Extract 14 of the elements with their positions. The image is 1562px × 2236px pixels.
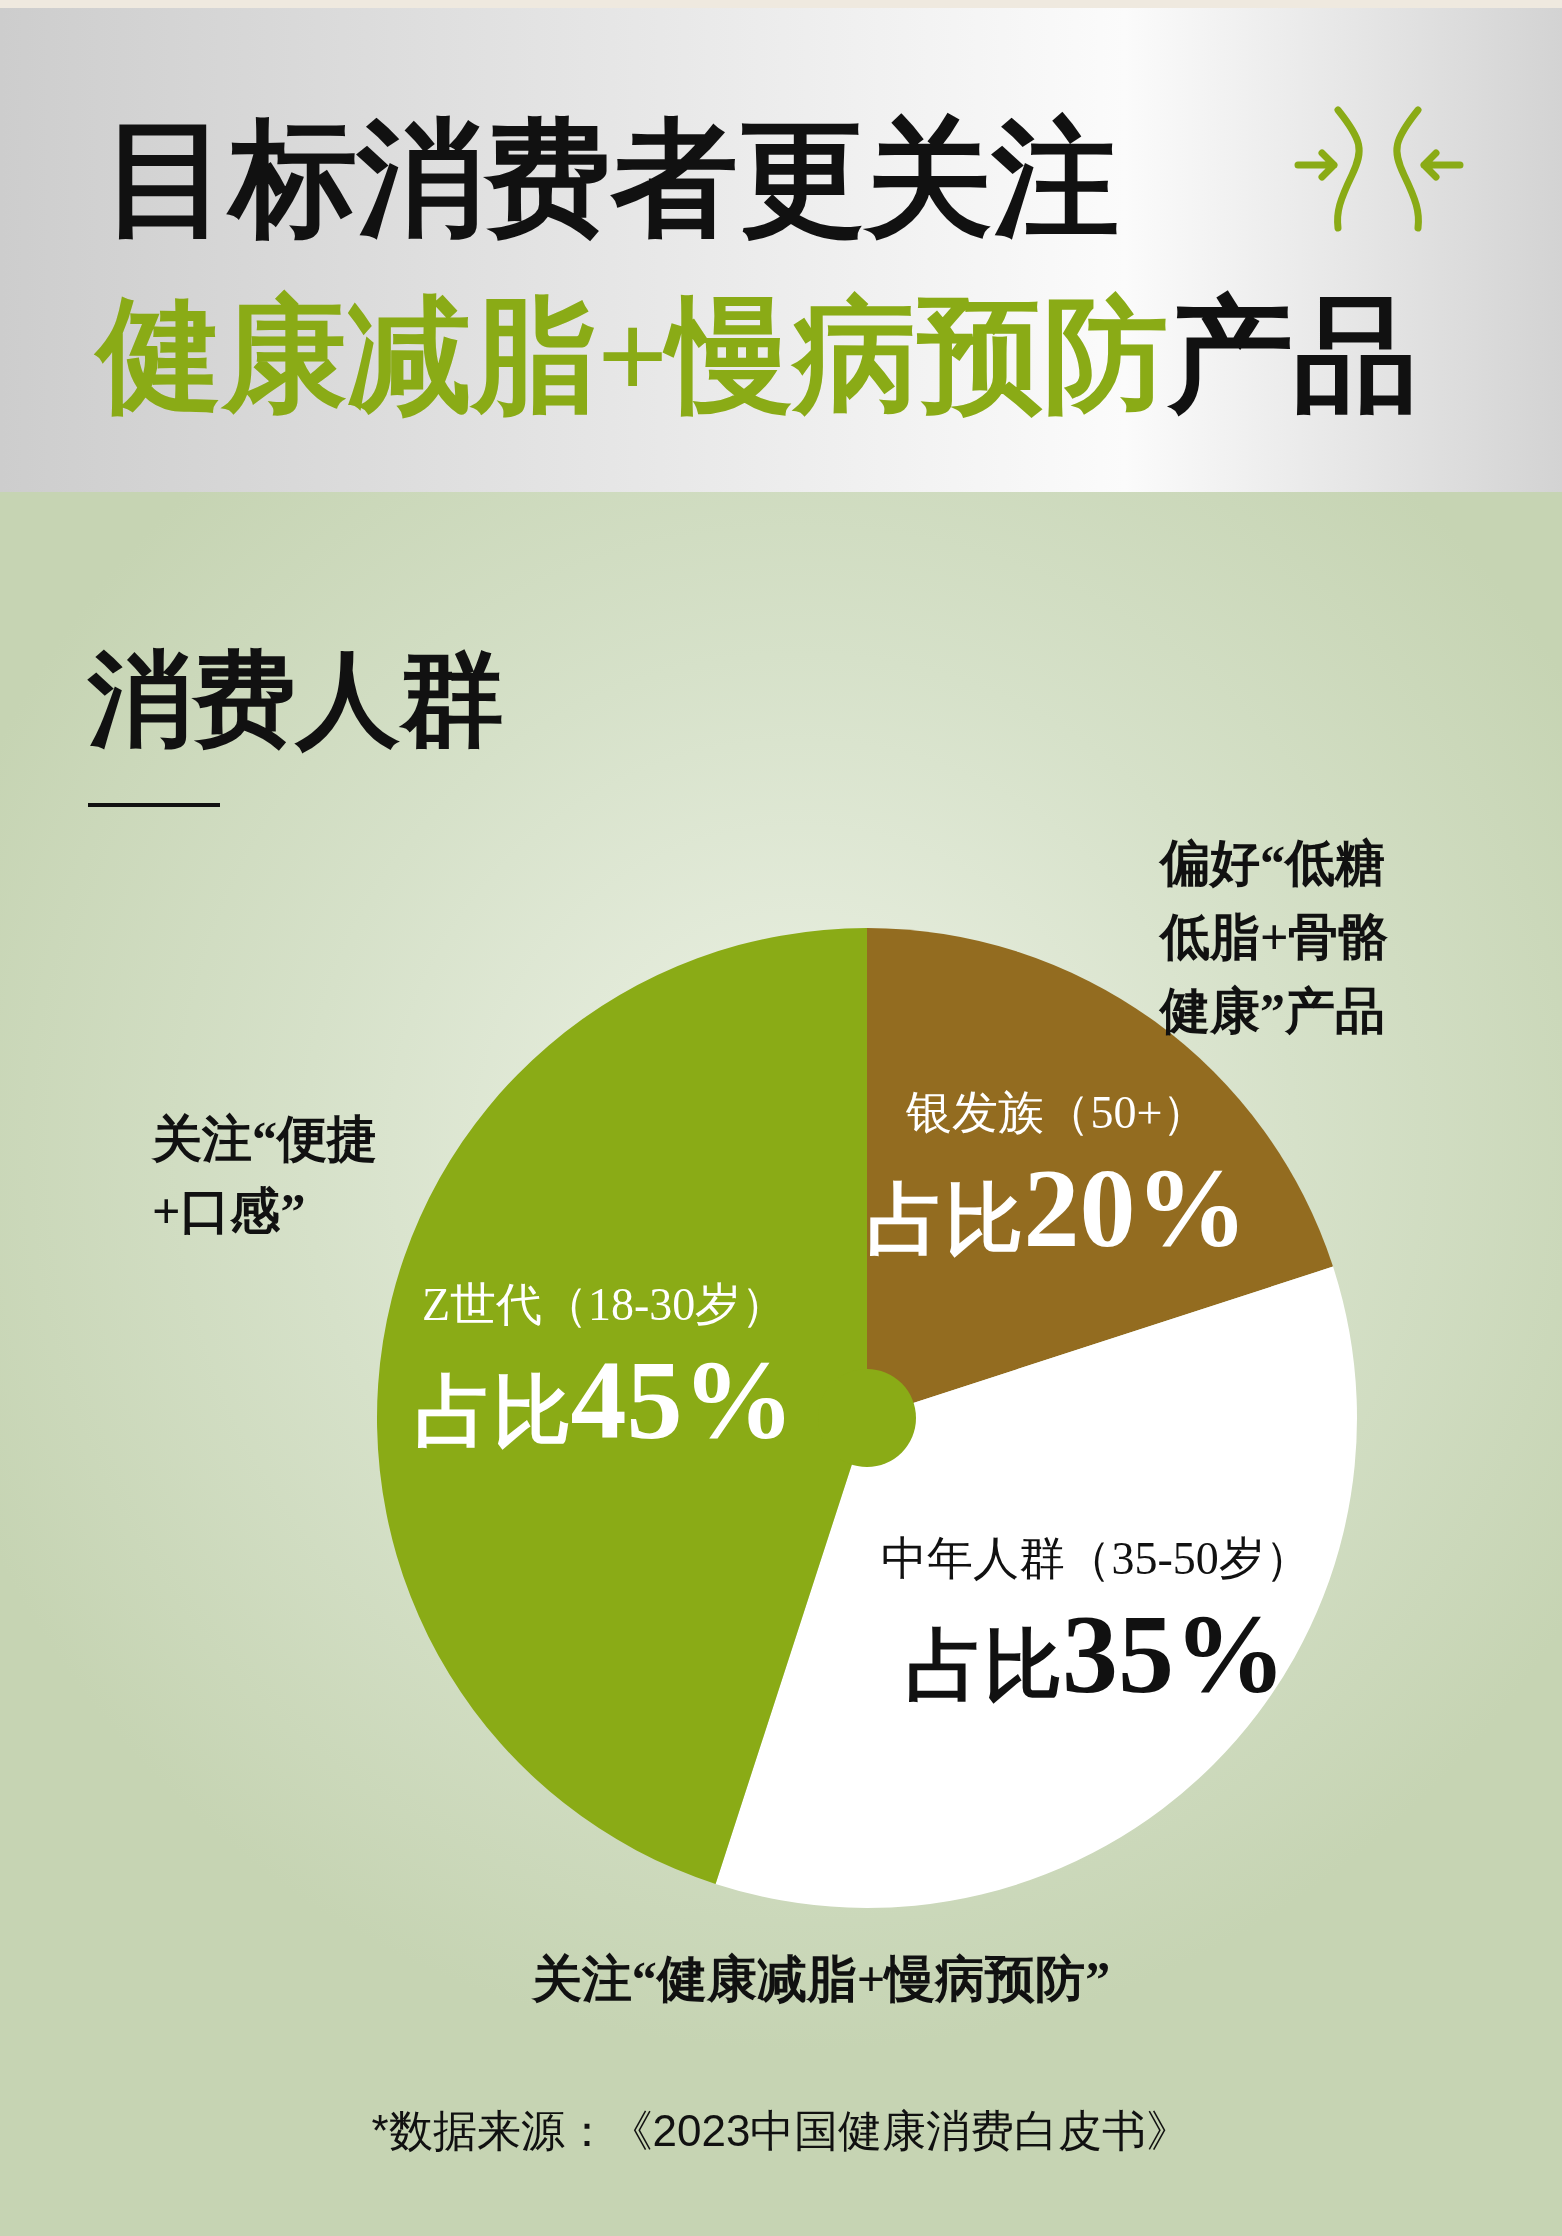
data-label: 占比35% — [906, 1591, 1287, 1716]
data-label: 占比45% — [414, 1338, 795, 1463]
data-label: 占比20% — [867, 1146, 1248, 1271]
chart-title: 目标消费者更关注 — [103, 109, 1119, 249]
text: *数据来源：《2023中国健康消费白皮书》 — [371, 2106, 1191, 2155]
text: 偏好“低糖低脂+骨骼健康”产品 — [1158, 835, 1389, 1039]
slice-label: 银发族（50+） — [905, 1087, 1209, 1139]
pie-slice — [377, 928, 867, 1885]
chart-subtitle: 健康减脂+慢病预防产品 — [93, 287, 1419, 425]
text: 关注“健康减脂+慢病预防” — [530, 1951, 1111, 2007]
slice-label: Z世代（18-30岁） — [421, 1279, 788, 1331]
slice-label: 中年人群（35-50岁） — [881, 1532, 1311, 1584]
text: 消费人群 — [87, 641, 504, 757]
text: 关注“便捷+口感” — [151, 1111, 377, 1239]
